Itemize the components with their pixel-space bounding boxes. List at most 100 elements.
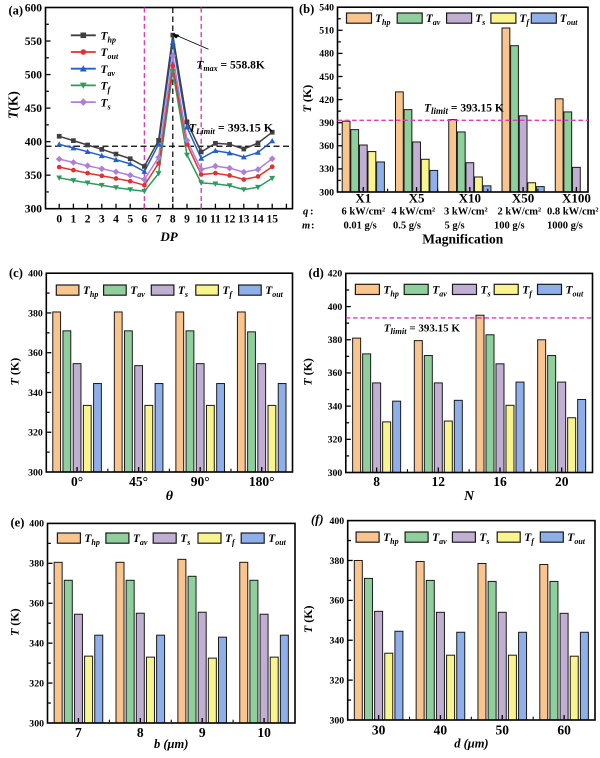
svg-text:T (K): T (K): [301, 605, 315, 633]
svg-text:40: 40: [434, 723, 448, 738]
svg-text:(f): (f): [311, 513, 324, 527]
svg-text:350: 350: [25, 170, 43, 182]
svg-text:N: N: [463, 489, 475, 504]
svg-text:q: q: [303, 207, 308, 218]
svg-text:6 kW/cm²: 6 kW/cm²: [342, 207, 386, 218]
svg-text:300: 300: [29, 718, 44, 729]
svg-text:340: 340: [29, 639, 44, 650]
svg-text:Ts: Ts: [178, 285, 188, 299]
svg-text:360: 360: [329, 596, 344, 607]
svg-text:45°: 45°: [129, 474, 148, 489]
svg-text:380: 380: [29, 559, 44, 570]
svg-text:Tlimit = 393.15 K: Tlimit = 393.15 K: [384, 323, 461, 337]
svg-text:6: 6: [142, 214, 148, 226]
svg-text:450: 450: [319, 72, 334, 83]
svg-text:20: 20: [555, 474, 569, 489]
svg-text:340: 340: [329, 636, 344, 647]
svg-text:T (K): T (K): [300, 85, 314, 113]
svg-text:50: 50: [496, 723, 510, 738]
svg-text:8: 8: [137, 725, 144, 740]
svg-text:300: 300: [319, 187, 334, 198]
svg-text:3: 3: [99, 214, 105, 226]
svg-text:340: 340: [28, 388, 43, 399]
svg-text:0°: 0°: [71, 474, 83, 489]
svg-text:X1: X1: [355, 191, 371, 206]
svg-text:390: 390: [319, 118, 334, 129]
svg-text:380: 380: [28, 308, 43, 319]
svg-text:320: 320: [328, 435, 343, 446]
svg-text:500: 500: [25, 70, 43, 82]
svg-text:Ts: Ts: [101, 97, 111, 111]
svg-text:90°: 90°: [191, 474, 210, 489]
svg-text:360: 360: [319, 141, 334, 152]
svg-text:420: 420: [319, 95, 334, 106]
svg-text:0.01 g/s: 0.01 g/s: [344, 221, 377, 232]
svg-text:(b): (b): [299, 2, 314, 16]
svg-text:600: 600: [25, 3, 43, 15]
svg-text:1: 1: [71, 214, 77, 226]
svg-text:12: 12: [224, 214, 236, 226]
svg-text:T (K): T (K): [301, 358, 315, 386]
svg-text:(e): (e): [11, 516, 25, 530]
svg-text:320: 320: [28, 428, 43, 439]
svg-text:Ts: Ts: [481, 285, 491, 299]
svg-text:(d): (d): [309, 266, 324, 280]
svg-text:DP: DP: [159, 229, 178, 244]
svg-text:T(K): T(K): [6, 91, 21, 119]
svg-text:0.5 g/s: 0.5 g/s: [393, 221, 421, 232]
svg-text:14: 14: [252, 214, 264, 226]
svg-text:420: 420: [328, 269, 343, 280]
svg-text:Tlimit = 393.15 K: Tlimit = 393.15 K: [424, 103, 504, 117]
svg-text:2 kW/cm²: 2 kW/cm²: [498, 207, 542, 218]
svg-text:3 kW/cm²: 3 kW/cm²: [444, 207, 488, 218]
svg-text:Magnification: Magnification: [422, 232, 503, 247]
svg-text:510: 510: [319, 26, 334, 37]
svg-text:Tf: Tf: [225, 533, 236, 547]
svg-text::: :: [310, 207, 314, 218]
svg-text:480: 480: [319, 49, 334, 60]
svg-text:Tf: Tf: [524, 532, 535, 546]
svg-text:15: 15: [266, 214, 278, 226]
svg-text:400: 400: [25, 137, 43, 149]
svg-text:540: 540: [319, 3, 334, 14]
svg-text:Ts: Ts: [180, 533, 190, 547]
svg-text:380: 380: [328, 335, 343, 346]
svg-text:340: 340: [328, 401, 343, 412]
svg-text:300: 300: [329, 715, 344, 726]
svg-text:Ts: Ts: [479, 532, 489, 546]
svg-text:Tf: Tf: [101, 81, 112, 95]
svg-text:10: 10: [257, 725, 271, 740]
svg-text:Tf: Tf: [222, 285, 233, 299]
svg-text:Ts: Ts: [475, 13, 485, 27]
svg-text:320: 320: [329, 675, 344, 686]
svg-text:4 kW/cm²: 4 kW/cm²: [392, 207, 436, 218]
svg-text:X50: X50: [512, 191, 534, 206]
svg-text:300: 300: [25, 204, 43, 216]
svg-text:400: 400: [328, 302, 343, 313]
svg-text:330: 330: [319, 164, 334, 175]
svg-text:400: 400: [329, 516, 344, 527]
svg-text:360: 360: [328, 368, 343, 379]
svg-text:360: 360: [28, 348, 43, 359]
svg-text:X10: X10: [459, 191, 481, 206]
svg-text:T (K): T (K): [8, 358, 22, 386]
svg-text:Tf: Tf: [519, 13, 530, 27]
svg-text:60: 60: [557, 723, 571, 738]
svg-text:5 g/s: 5 g/s: [445, 221, 465, 232]
svg-text:θ: θ: [166, 489, 174, 504]
svg-text:11: 11: [210, 214, 221, 226]
svg-text:0: 0: [56, 214, 62, 226]
svg-text:10: 10: [195, 214, 207, 226]
svg-text:320: 320: [29, 678, 44, 689]
svg-text:b (μm): b (μm): [154, 737, 188, 751]
svg-text:2: 2: [85, 214, 91, 226]
svg-text:m: m: [302, 221, 310, 232]
svg-text:9: 9: [199, 725, 206, 740]
svg-text:300: 300: [328, 468, 343, 479]
svg-text:300: 300: [28, 467, 43, 478]
svg-text:5: 5: [127, 214, 133, 226]
svg-text:7: 7: [75, 725, 82, 740]
svg-text:X5: X5: [409, 191, 425, 206]
svg-text:(a): (a): [9, 4, 24, 18]
svg-text:9: 9: [184, 214, 190, 226]
